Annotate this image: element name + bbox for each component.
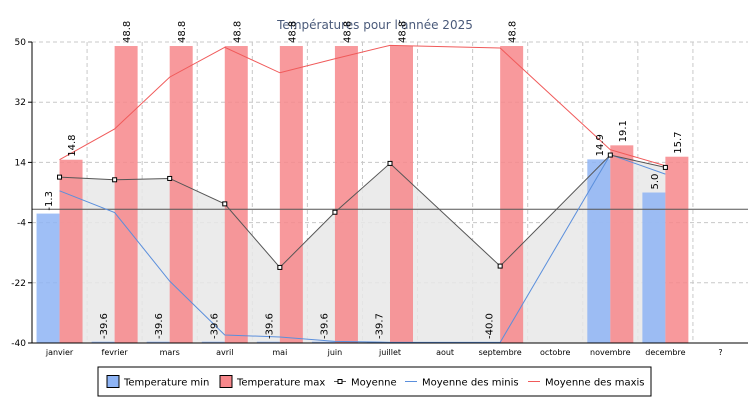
label-min-fevrier: -39.6 xyxy=(99,313,110,339)
marker-moyenne-novembre xyxy=(607,152,613,158)
marker-moyenne-mars xyxy=(167,175,173,181)
y-tick-label: -22 xyxy=(11,279,26,289)
legend-label: Temperature max xyxy=(236,378,325,389)
x-tick-label: decembre xyxy=(645,348,685,357)
bar-max-mars xyxy=(169,46,193,343)
bar-max-septembre xyxy=(500,46,524,343)
axes: 50 32 14 -4 -22 -40 janvier fevrier mars avril mai… xyxy=(11,38,748,357)
legend-label: Moyenne xyxy=(351,378,397,389)
label-max-novembre: 19.1 xyxy=(618,120,629,142)
bar-max-juin xyxy=(334,46,358,343)
bar-min-janvier xyxy=(36,213,60,343)
label-min-mai: -39.6 xyxy=(264,313,275,339)
legend-swatch xyxy=(219,375,233,388)
bar-max-decembre xyxy=(665,156,689,343)
x-tick-label: janvier xyxy=(45,348,74,357)
label-min-janvier: -1.3 xyxy=(44,191,55,211)
label-max-juillet: 48.8 xyxy=(398,21,409,43)
label-min-decembre: 5.0 xyxy=(650,174,661,190)
label-max-juin: 48.8 xyxy=(342,21,353,43)
label-max-decembre: 15.7 xyxy=(673,131,684,153)
bar-max-novembre xyxy=(610,145,634,343)
bar-min-fevrier xyxy=(91,341,115,343)
x-tick-label: mars xyxy=(160,348,180,357)
line-moyenne xyxy=(59,154,666,269)
legend: Temperature min Temperature max Moyenne Moy… xyxy=(97,366,652,397)
marker-moyenne-fevrier xyxy=(112,177,118,183)
legend-marker xyxy=(337,379,343,384)
legend-label: Moyenne des minis xyxy=(422,378,519,389)
x-tick-label: septembre xyxy=(479,348,522,357)
bar-max-mai xyxy=(279,46,303,343)
label-min-mars: -39.6 xyxy=(154,313,165,339)
x-tick-label: avril xyxy=(216,348,233,357)
legend-label: Moyenne des maxis xyxy=(545,378,645,389)
chart-title: Températures pour l'année 2025 xyxy=(276,18,473,32)
bar-min-avril xyxy=(201,341,225,343)
bars xyxy=(36,46,689,343)
bar-max-janvier xyxy=(59,159,83,343)
x-tick-label: novembre xyxy=(590,348,631,357)
y-tick-label: -4 xyxy=(17,219,26,229)
y-tick-label: 14 xyxy=(15,158,27,168)
x-tick-label: octobre xyxy=(540,348,571,357)
label-max-avril: 48.8 xyxy=(232,21,243,43)
label-max-mars: 48.8 xyxy=(177,21,188,43)
x-tick-label: fevrier xyxy=(102,348,129,357)
bar-max-avril xyxy=(224,46,248,343)
x-tick-label: aout xyxy=(436,348,454,357)
bar-max-fevrier xyxy=(114,46,138,343)
marker-moyenne-janvier xyxy=(57,174,63,180)
bar-min-mars xyxy=(146,341,170,343)
label-min-septembre: -40.0 xyxy=(485,313,496,339)
label-min-juillet: -39.7 xyxy=(375,313,386,339)
bar-max-juillet xyxy=(390,46,413,343)
x-tick-label: mai xyxy=(272,348,287,357)
legend-label: Temperature min xyxy=(123,378,209,389)
bar-min-mai xyxy=(256,341,280,343)
y-tick-label: -40 xyxy=(11,339,26,349)
marker-moyenne-decembre xyxy=(662,164,668,170)
label-max-mai: 48.8 xyxy=(287,21,298,43)
y-tick-label: 32 xyxy=(15,98,26,108)
label-min-novembre: 14.9 xyxy=(595,134,606,156)
x-tick-label: juillet xyxy=(378,348,401,357)
bar-labels: -1.3 14.8 -39.6 48.8 -39.6 48.8 -39.6 48.8 -39.6… xyxy=(44,21,684,339)
line-moyenne-des-maxis xyxy=(59,44,666,167)
lines xyxy=(32,44,748,343)
bar-min-decembre xyxy=(642,192,666,343)
bar-min-juin xyxy=(311,341,335,343)
label-min-avril: -39.6 xyxy=(209,313,220,339)
label-max-janvier: 14.8 xyxy=(67,134,78,156)
x-tick-label: ? xyxy=(718,348,722,357)
label-max-fevrier: 48.8 xyxy=(122,21,133,43)
marker-moyenne-septembre xyxy=(497,263,503,269)
legend-swatch xyxy=(106,375,120,388)
line-moyenne-des-minis xyxy=(59,154,666,343)
label-max-septembre: 48.8 xyxy=(508,21,519,43)
x-tick-label: juin xyxy=(327,348,343,357)
bar-min-novembre xyxy=(587,159,611,343)
marker-moyenne-avril xyxy=(222,201,228,207)
label-min-juin: -39.6 xyxy=(319,313,330,339)
marker-moyenne-juin xyxy=(332,209,338,215)
legend-box xyxy=(97,366,652,397)
y-tick-label: 50 xyxy=(15,38,27,48)
marker-moyenne-juillet xyxy=(387,160,393,166)
marker-moyenne-mai xyxy=(277,264,283,270)
